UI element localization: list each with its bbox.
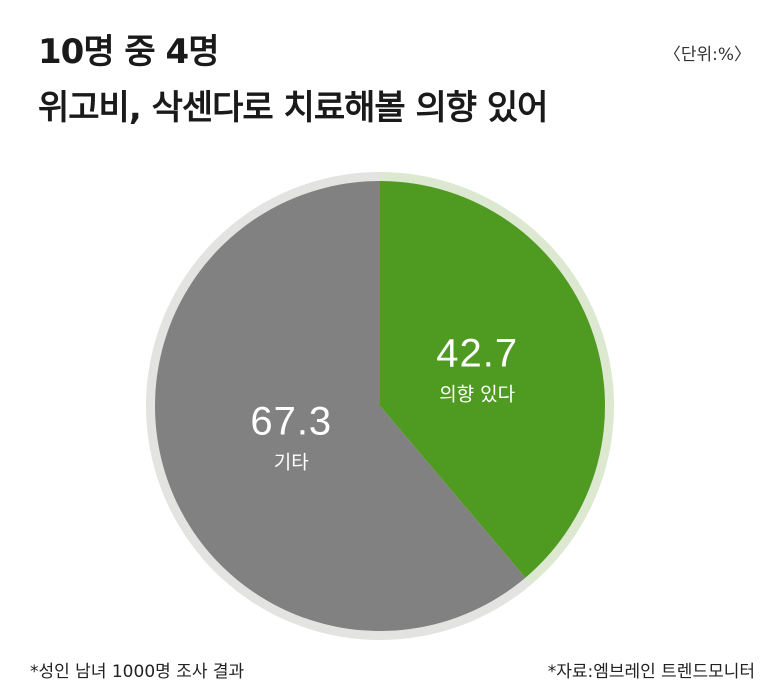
pie-category-label: 기타 bbox=[274, 452, 309, 474]
pie-slice-intent bbox=[380, 181, 605, 578]
source-note: *자료:엠브레인 트렌드모니터 bbox=[547, 662, 755, 682]
chart-title-line2: 위고비, 삭센다로 치료해볼 의향 있어 bbox=[38, 88, 548, 128]
unit-label: 〈단위:%〉 bbox=[663, 45, 751, 65]
pie-value-label: 42.7 bbox=[436, 331, 518, 375]
pie-category-label: 의향 있다 bbox=[439, 383, 515, 405]
pie-value-label: 67.3 bbox=[250, 400, 332, 444]
chart-title-line1: 10명 중 4명 bbox=[38, 32, 219, 72]
pie-slice-other bbox=[155, 181, 526, 631]
survey-note: *성인 남녀 1000명 조사 결과 bbox=[30, 662, 245, 682]
